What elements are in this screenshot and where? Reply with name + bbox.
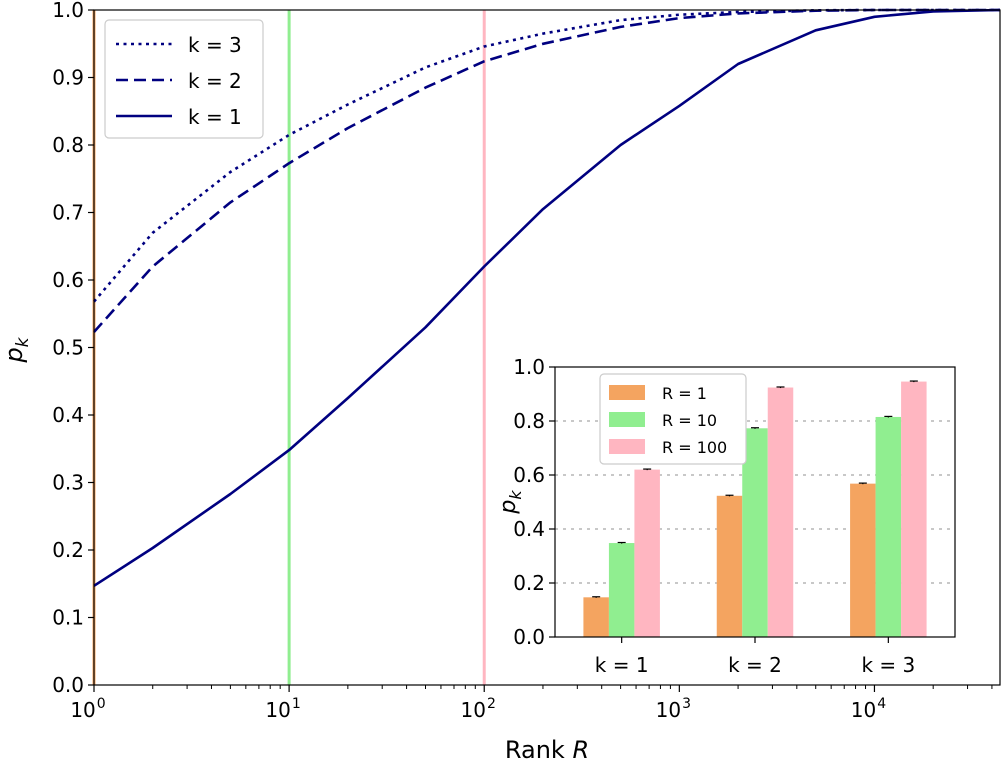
- inset-y-tick-label: 0.0: [513, 625, 545, 649]
- x-tick-exponent: 4: [877, 696, 886, 712]
- inset-legend-swatch-3: [609, 439, 645, 454]
- x-axis-label-var: R: [572, 736, 589, 762]
- bar-1-1: [583, 597, 609, 637]
- x-tick-exponent: 1: [292, 696, 301, 712]
- inset-y-tick-label: 0.4: [513, 517, 545, 541]
- legend-label-2: k = 2: [188, 69, 242, 93]
- inset-legend-swatch-1: [609, 385, 645, 400]
- inset-legend: R = 1 R = 10 R = 100: [599, 373, 747, 465]
- inset-x-tick-label: k = 2: [728, 653, 782, 677]
- x-tick-exponent: 3: [682, 696, 691, 712]
- inset-y-axis-label-sub: k: [506, 490, 525, 500]
- bar-2-3: [767, 387, 794, 637]
- inset-y-tick-label: 0.8: [513, 409, 545, 433]
- y-tick-label: 0.2: [52, 538, 84, 562]
- legend-label-3: k = 1: [188, 105, 242, 129]
- legend-label-1: k = 3: [188, 33, 242, 57]
- inset-legend-label-3: R = 100: [662, 438, 727, 457]
- bar-2-2: [742, 428, 768, 637]
- bar-1-3: [634, 469, 660, 637]
- y-tick-label: 0.5: [52, 336, 84, 360]
- y-tick-label: 0.9: [52, 66, 84, 90]
- series-line-3: [93, 8, 1001, 587]
- y-tick-label: 0.8: [52, 133, 84, 157]
- x-axis-label: Rank R: [505, 736, 589, 762]
- y-tick-label: 1.0: [52, 0, 84, 22]
- x-tick-exponent: 0: [97, 696, 106, 712]
- inset-x-tick-label: k = 1: [595, 653, 649, 677]
- y-tick-label: 0.0: [52, 673, 84, 697]
- series-line-1: [93, 8, 1000, 303]
- x-tick-label: 104: [851, 696, 886, 722]
- bar-3-2: [875, 416, 902, 637]
- inset-y-tick-label: 0.6: [513, 463, 545, 487]
- inset-legend-label-1: R = 1: [662, 384, 707, 403]
- y-tick-label: 0.3: [52, 471, 84, 495]
- y-axis-label-sub: k: [13, 336, 33, 347]
- inset-legend-swatch-2: [609, 412, 645, 427]
- main-legend: k = 3 k = 2 k = 1: [104, 19, 264, 139]
- y-tick-label: 0.7: [52, 201, 84, 225]
- inset-y-tick-label: 1.0: [513, 355, 545, 379]
- y-tick-label: 0.1: [52, 606, 84, 630]
- bar-1-2: [608, 543, 635, 637]
- inset-legend-label-2: R = 10: [662, 411, 717, 430]
- y-tick-label: 0.4: [52, 403, 84, 427]
- x-tick-exponent: 2: [487, 696, 496, 712]
- bar-2-1: [716, 495, 743, 637]
- y-tick-label: 0.6: [52, 268, 84, 292]
- bar-3-3: [901, 381, 927, 637]
- legend-box: [104, 19, 264, 139]
- inset-x-tick-label: k = 3: [861, 653, 915, 677]
- inset-y-tick-label: 0.2: [513, 571, 545, 595]
- bar-3-1: [850, 483, 876, 637]
